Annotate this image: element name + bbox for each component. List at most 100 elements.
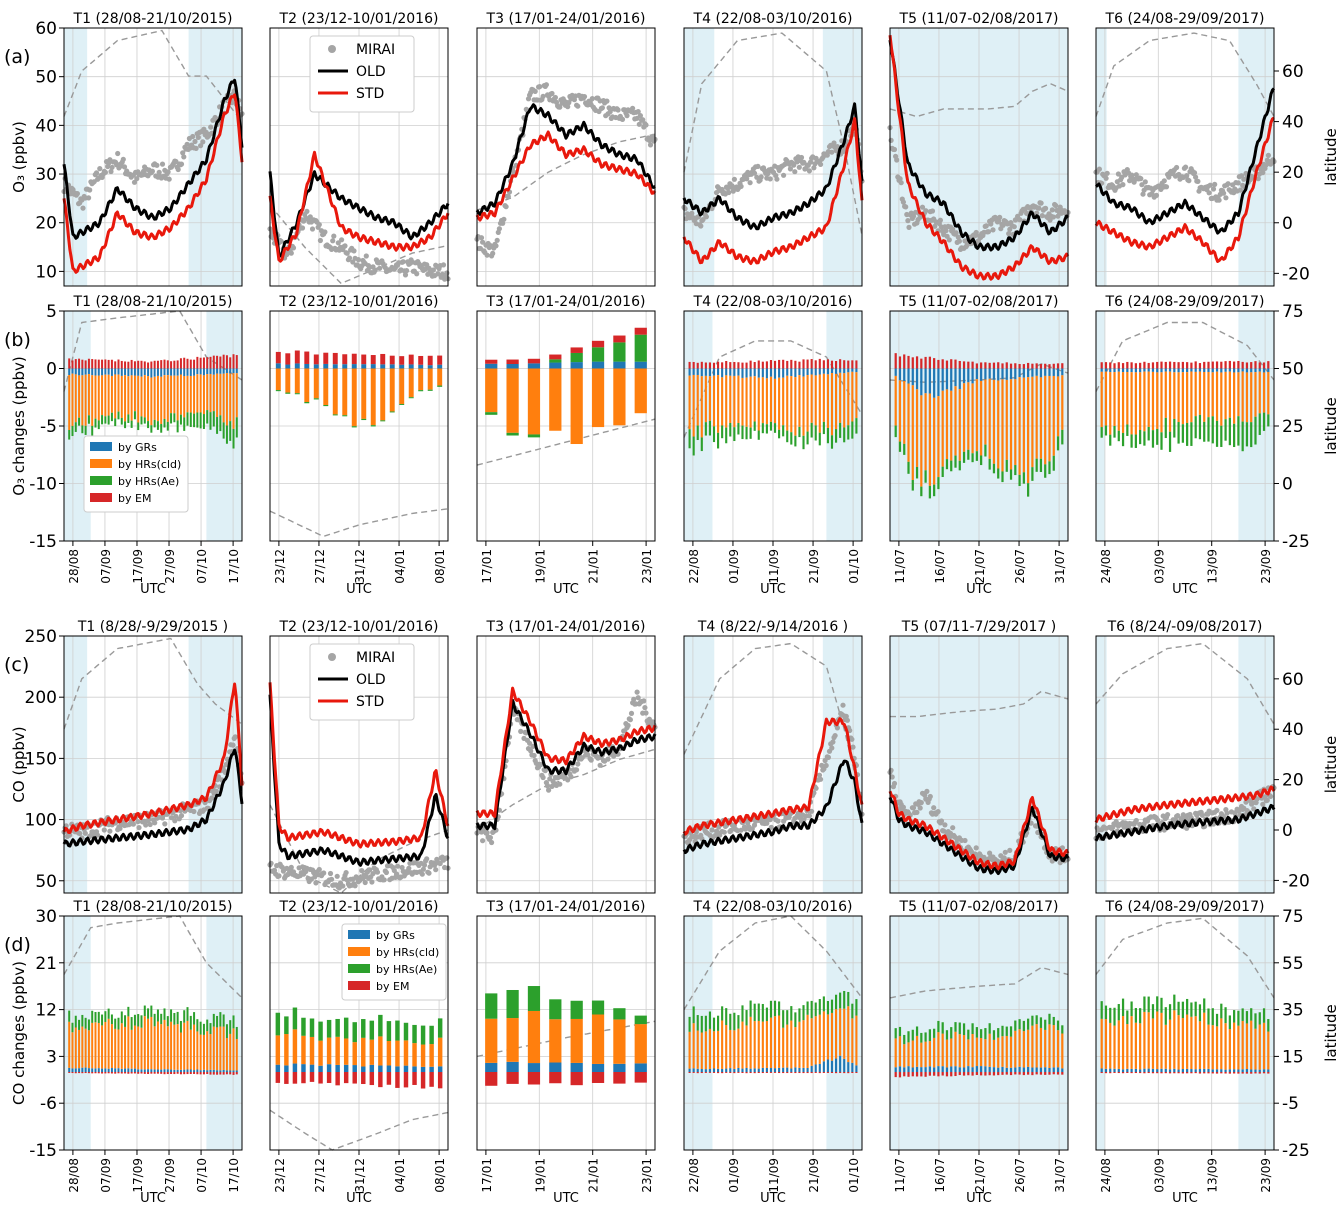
mirai-point xyxy=(175,166,181,173)
bar-segment-GRs xyxy=(292,1063,298,1072)
bar-segment-EM xyxy=(395,1072,400,1088)
old-series-line xyxy=(62,748,244,848)
bar-segment-EM xyxy=(749,1072,752,1074)
bar-segment-EM xyxy=(1048,364,1051,369)
bar-segment-GRs xyxy=(1052,1067,1055,1072)
bar-segment-GRs xyxy=(235,1070,238,1072)
bar-segment-GRs xyxy=(839,368,842,373)
bar-segment-HRsAe xyxy=(1143,996,1146,1012)
mirai-point xyxy=(420,866,426,872)
bar-segment-GRs xyxy=(199,1070,202,1072)
bar-segment-EM xyxy=(209,1072,212,1075)
mirai-point xyxy=(232,734,238,740)
latitude-tick-label: 75 xyxy=(1282,907,1304,927)
bar-segment-GRs xyxy=(1267,1069,1270,1072)
bar-segment-GRs xyxy=(737,1067,740,1072)
legend-label: by HRs(cld) xyxy=(118,458,181,471)
bar-segment-GRs xyxy=(1005,1067,1008,1072)
mirai-point xyxy=(588,757,594,763)
bar-segment-EM xyxy=(323,352,329,364)
bar-segment-EM xyxy=(1039,364,1043,369)
mirai-point xyxy=(816,772,823,778)
bar-segment-HRsAe xyxy=(173,1012,176,1025)
bar-segment-HRsAe xyxy=(163,1008,166,1020)
mirai-point xyxy=(787,166,794,172)
bar-segment-HRsAe xyxy=(1190,422,1193,446)
bar-segment-HRsCld xyxy=(634,1024,647,1064)
y-axis-label: O₃ (ppbv) xyxy=(10,121,28,193)
bar-segment-HRsCld xyxy=(992,1039,996,1068)
y-tick-label: 30 xyxy=(35,907,57,927)
mirai-point xyxy=(1183,164,1189,170)
bar-segment-GRs xyxy=(380,364,386,369)
bar-segment-HRsCld xyxy=(786,1024,789,1068)
bar-segment-HRsAe xyxy=(992,1030,996,1040)
mirai-point xyxy=(903,204,909,210)
bar-segment-GRs xyxy=(1014,1067,1017,1072)
bar-segment-HRsCld xyxy=(1139,372,1142,431)
latitude-tick-label: -25 xyxy=(1282,1141,1310,1161)
bar-segment-HRsAe xyxy=(958,460,961,471)
mirai-point xyxy=(606,105,612,111)
bar-segment-HRsCld xyxy=(285,368,291,393)
bar-segment-GRs xyxy=(757,368,760,378)
mirai-point xyxy=(309,226,316,232)
bar-segment-EM xyxy=(975,1072,978,1076)
bar-segment-EM xyxy=(830,1072,834,1073)
bar-segment-HRsCld xyxy=(749,1016,752,1069)
panel-title: T5 (07/11-7/29/2017 ) xyxy=(901,619,1056,635)
x-tick-label: 23/09 xyxy=(1259,549,1273,584)
x-tick-label: 22/08 xyxy=(687,549,701,584)
bar-segment-GRs xyxy=(1048,368,1051,376)
bar-segment-HRsCld xyxy=(798,375,801,427)
bar-segment-EM xyxy=(527,358,541,364)
y-tick-label: 50 xyxy=(35,68,57,88)
bar-segment-GRs xyxy=(855,368,858,373)
panel-title: T1 (28/08-21/10/2015) xyxy=(73,294,233,310)
bar-segment-HRsAe xyxy=(725,427,728,444)
mirai-point xyxy=(351,248,357,254)
bar-segment-GRs xyxy=(907,1066,910,1072)
bar-segment-HRsAe xyxy=(74,422,77,432)
bar-segment-HRsAe xyxy=(1117,1004,1120,1021)
bar-segment-GRs xyxy=(285,364,291,369)
bar-segment-HRsAe xyxy=(745,426,748,440)
bar-segment-GRs xyxy=(830,368,834,374)
bar-segment-HRsAe xyxy=(284,1016,289,1035)
bar-segment-HRsAe xyxy=(688,1016,691,1032)
legend-label: by HRs(cld) xyxy=(376,946,439,959)
bar-segment-HRsAe xyxy=(1215,420,1219,447)
bar-segment-HRsCld xyxy=(140,1027,143,1070)
latitude-line xyxy=(1095,917,1275,999)
bar-segment-HRsCld xyxy=(920,395,923,487)
bar-segment-HRsCld xyxy=(1001,1036,1004,1067)
legend-swatch xyxy=(90,459,112,468)
bar-segment-HRsCld xyxy=(798,1021,801,1068)
panel-frame xyxy=(63,310,243,542)
mirai-point xyxy=(813,785,819,791)
bar-segment-EM xyxy=(1044,363,1047,369)
mirai-point xyxy=(426,870,432,876)
mirai-point xyxy=(180,150,186,156)
bar-segment-GRs xyxy=(1151,368,1155,372)
bar-segment-EM xyxy=(907,1072,910,1077)
bar-segment-HRsCld xyxy=(737,1028,740,1068)
bar-segment-GRs xyxy=(1061,368,1064,376)
bar-segment-EM xyxy=(980,362,983,369)
bar-segment-HRsAe xyxy=(1121,432,1125,447)
mirai-point xyxy=(634,689,640,695)
bar-segment-HRsAe xyxy=(399,403,405,405)
bar-segment-EM xyxy=(1104,1072,1108,1074)
bar-segment-GRs xyxy=(212,1069,215,1072)
x-tick-label: 01/09 xyxy=(727,549,741,584)
bar-segment-HRsCld xyxy=(794,1027,797,1068)
bar-segment-HRsCld xyxy=(712,1031,716,1069)
mirai-point xyxy=(546,787,552,793)
x-axis-label: UTC xyxy=(553,582,579,597)
bar-segment-GRs xyxy=(773,368,777,379)
mirai-point xyxy=(147,821,153,828)
bar-segment-HRsCld xyxy=(485,1018,498,1063)
bar-segment-HRsCld xyxy=(790,1020,793,1069)
bar-segment-HRsAe xyxy=(769,1000,773,1018)
